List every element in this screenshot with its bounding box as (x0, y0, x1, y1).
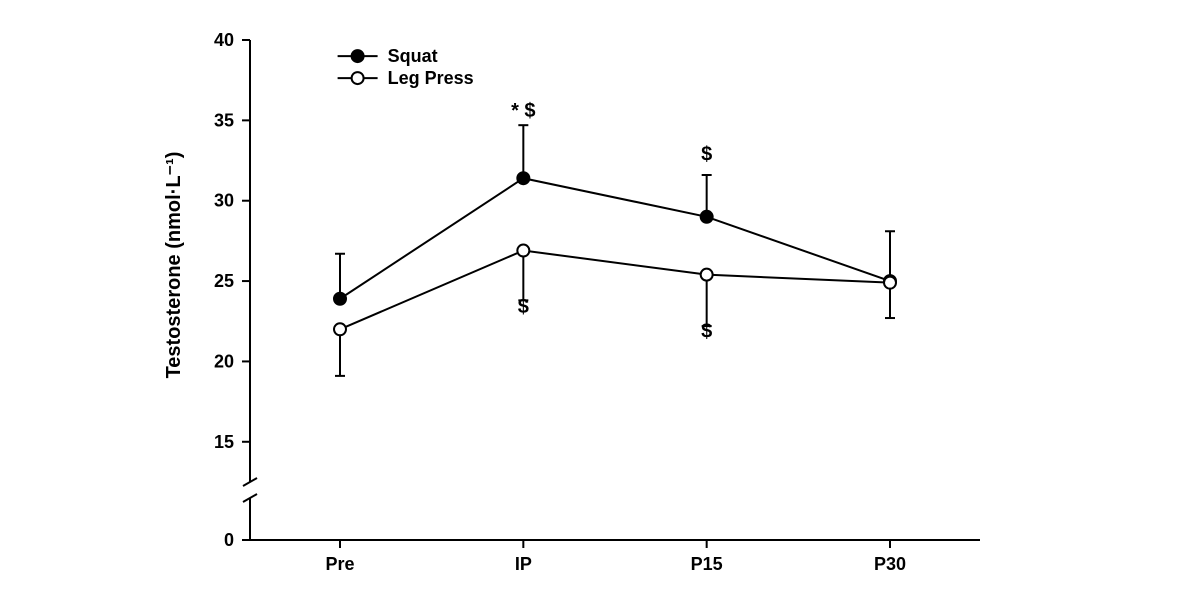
data-marker (334, 293, 346, 305)
x-tick-label: IP (515, 554, 532, 574)
significance-annotation: $ (518, 296, 529, 318)
data-marker (884, 277, 896, 289)
chart-container: 0 15 20 25 30 35 40 Pre IP P15 P30 Testosterone (nm… (0, 0, 1200, 600)
y-tick-label: 25 (214, 271, 234, 291)
line-chart: 0 15 20 25 30 35 40 Pre IP P15 P30 Testosterone (nm… (0, 0, 1200, 600)
data-marker (517, 172, 529, 184)
y-axis-label: Testosterone (nmol·L⁻¹) (163, 152, 185, 379)
y-tick-label: 15 (214, 432, 234, 452)
series-line (340, 251, 890, 330)
legend-marker (352, 72, 364, 84)
significance-annotation: $ (701, 320, 712, 342)
x-tick-label: P30 (874, 554, 906, 574)
y-tick-label: 20 (214, 351, 234, 371)
x-tick-label: P15 (691, 554, 723, 574)
data-marker (701, 211, 713, 223)
y-tick-label: 30 (214, 191, 234, 211)
significance-annotation: * $ (511, 100, 535, 122)
legend-label: Leg Press (388, 68, 474, 88)
series-line (340, 178, 890, 299)
data-marker (701, 269, 713, 281)
legend-marker (352, 50, 364, 62)
y-tick-label: 35 (214, 110, 234, 130)
y-tick-label: 0 (224, 530, 234, 550)
data-marker (517, 245, 529, 257)
x-tick-label: Pre (325, 554, 354, 574)
y-tick-label: 40 (214, 30, 234, 50)
legend-label: Squat (388, 46, 438, 66)
data-marker (334, 323, 346, 335)
significance-annotation: $ (701, 144, 712, 166)
